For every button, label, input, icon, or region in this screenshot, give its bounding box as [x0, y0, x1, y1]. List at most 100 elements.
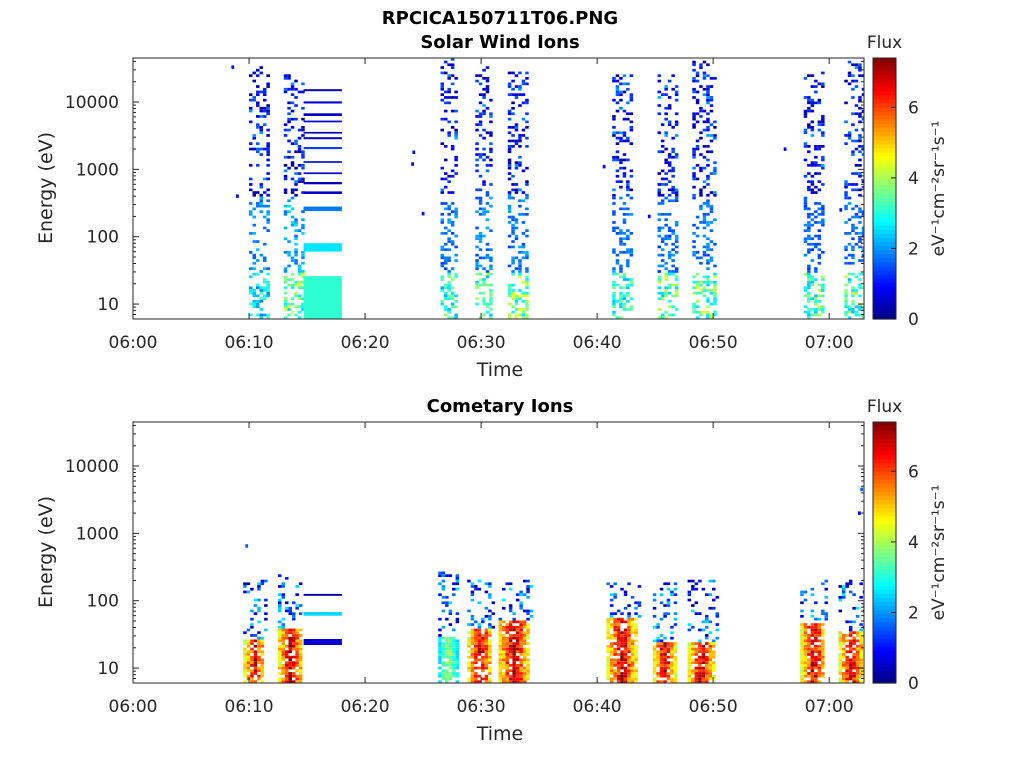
- heatmap-cell: [444, 109, 448, 113]
- heatmap-cell: [505, 661, 509, 664]
- heatmap-cell: [519, 664, 523, 667]
- heatmap-cell: [691, 647, 695, 651]
- heatmap-cell: [612, 158, 616, 162]
- heatmap-cell: [616, 677, 621, 681]
- heatmap-cell: [702, 251, 707, 254]
- heatmap-cell: [288, 628, 292, 632]
- heatmap-cell: [303, 147, 342, 150]
- heatmap-cell: [652, 664, 657, 667]
- heatmap-cell: [482, 183, 486, 186]
- heatmap-cell: [502, 672, 506, 675]
- heatmap-cell: [283, 213, 288, 216]
- heatmap-cell: [622, 174, 627, 178]
- heatmap-cell: [713, 191, 717, 194]
- heatmap-cell: [814, 634, 818, 637]
- heatmap-cell: [290, 117, 295, 121]
- heatmap-cell: [706, 204, 710, 208]
- heatmap-cell: [657, 264, 661, 268]
- heatmap-cell: [298, 661, 303, 664]
- heatmap-cell: [263, 226, 267, 230]
- heatmap-cell: [671, 270, 675, 273]
- heatmap-cell: [507, 139, 512, 143]
- heatmap-cell: [656, 625, 660, 629]
- heatmap-cell: [657, 226, 661, 230]
- heatmap-cell: [252, 71, 256, 75]
- heatmap-cell: [512, 644, 516, 648]
- heatmap-cell: [294, 291, 298, 295]
- heatmap-cell: [838, 642, 842, 645]
- heatmap-cell: [671, 126, 675, 129]
- heatmap-cell: [691, 579, 695, 583]
- heatmap-cell: [474, 658, 478, 662]
- heatmap-cell: [674, 98, 679, 102]
- heatmap-cell: [467, 642, 471, 645]
- heatmap-cell: [454, 164, 458, 167]
- heatmap-cell: [814, 661, 818, 664]
- heatmap-cell: [505, 582, 509, 586]
- heatmap-cell: [522, 642, 527, 645]
- heatmap-cell: [817, 172, 822, 175]
- heatmap-cell: [687, 666, 692, 670]
- heatmap-cell: [619, 264, 623, 268]
- heatmap-cell: [292, 639, 296, 643]
- heatmap-cell: [440, 286, 444, 290]
- heatmap-cell: [659, 647, 664, 651]
- heatmap-cell: [482, 153, 486, 156]
- heatmap-cell: [485, 155, 490, 159]
- heatmap-cell: [285, 631, 289, 634]
- heatmap-cell: [288, 609, 292, 613]
- heatmap-cell: [623, 677, 628, 681]
- heatmap-cell: [659, 658, 664, 662]
- heatmap-cell: [817, 180, 822, 183]
- heatmap-cell: [670, 666, 674, 670]
- heatmap-cell: [709, 302, 714, 306]
- heatmap-cell: [295, 631, 299, 634]
- heatmap-cell: [454, 313, 458, 317]
- heatmap-cell: [807, 106, 811, 110]
- heatmap-cell: [477, 642, 482, 645]
- heatmap-cell: [301, 191, 305, 194]
- heatmap-cell: [694, 650, 699, 654]
- heatmap-cell: [854, 215, 859, 219]
- heatmap-cell: [705, 625, 709, 629]
- y-tick-label: 1000: [76, 160, 119, 180]
- heatmap-cell: [656, 650, 660, 654]
- heatmap-cell: [488, 617, 492, 621]
- heatmap-cell: [514, 308, 519, 311]
- heatmap-cell: [664, 275, 668, 279]
- heatmap-cell: [615, 90, 620, 94]
- heatmap-cell: [606, 650, 610, 654]
- heatmap-cell: [266, 272, 270, 276]
- heatmap-cell: [634, 680, 638, 683]
- colorbar-segment: [873, 629, 896, 635]
- heatmap-cell: [474, 677, 478, 681]
- heatmap-cell: [498, 672, 502, 675]
- heatmap-cell: [263, 115, 267, 118]
- heatmap-cell: [712, 666, 716, 670]
- heatmap-cell: [259, 71, 263, 75]
- heatmap-cell: [508, 644, 513, 648]
- heatmap-cell: [301, 117, 305, 121]
- heatmap-cell: [847, 136, 852, 140]
- heatmap-cell: [845, 620, 849, 624]
- heatmap-cell: [807, 294, 811, 298]
- heatmap-cell: [278, 672, 282, 675]
- heatmap-cell: [705, 650, 709, 654]
- heatmap-cell: [484, 680, 489, 683]
- heatmap-cell: [699, 261, 703, 265]
- heatmap-cell: [525, 145, 529, 148]
- heatmap-cell: [505, 650, 509, 654]
- heatmap-cell: [817, 308, 822, 311]
- heatmap-cell: [664, 218, 668, 222]
- heatmap-cell: [266, 218, 270, 222]
- heatmap-cell: [622, 172, 627, 175]
- heatmap-cell: [821, 123, 825, 126]
- heatmap-cell: [630, 672, 635, 675]
- x-tick-label: 06:30: [457, 333, 506, 353]
- heatmap-cell: [692, 79, 696, 83]
- heatmap-cell: [454, 77, 458, 80]
- heatmap-cell: [484, 661, 489, 664]
- heatmap-cell: [701, 666, 706, 670]
- heatmap-cell: [484, 636, 489, 640]
- heatmap-cell: [634, 612, 638, 615]
